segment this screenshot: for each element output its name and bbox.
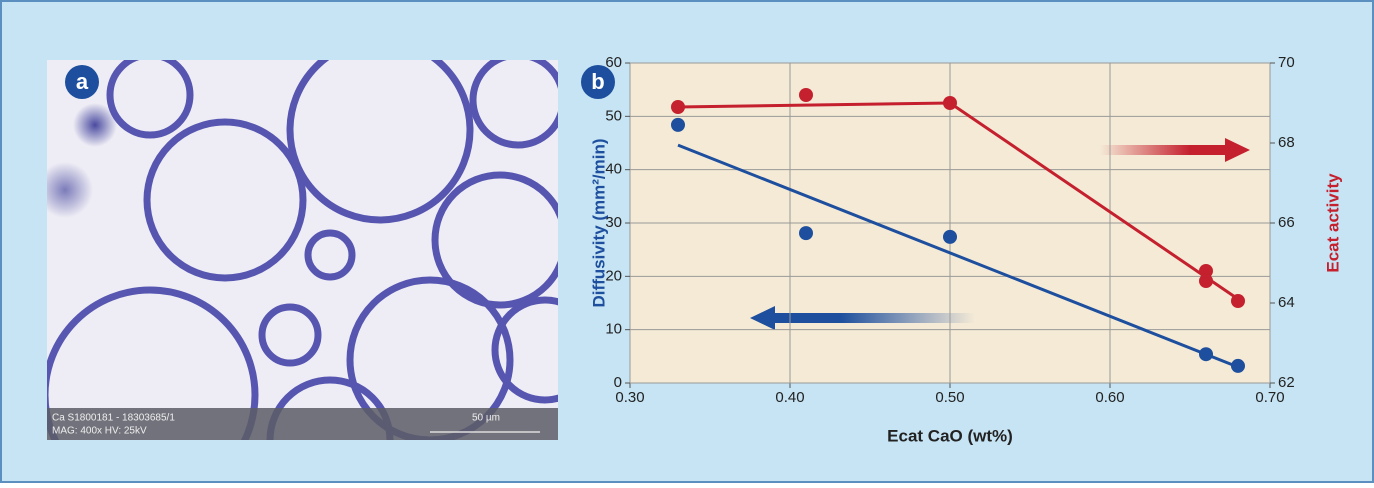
point: [671, 100, 685, 114]
y2-axis-label: Ecat activity: [1323, 173, 1342, 273]
point: [1199, 274, 1213, 288]
y-tick-label: 60: [605, 54, 622, 71]
y-tick-label: 50: [605, 107, 622, 124]
point: [943, 96, 957, 110]
x-axis-label: Ecat CaO (wt%): [887, 426, 1013, 445]
point: [1199, 347, 1213, 361]
caption-line: Ca S1800181 - 18303685/1: [52, 413, 175, 424]
point: [799, 88, 813, 102]
caption-line: MAG: 400x HV: 25kV: [52, 426, 147, 437]
x-tick-label: 0.50: [935, 389, 964, 406]
point: [799, 226, 813, 240]
page: Ca S1800181 - 18303685/1 MAG: 400x HV: 2…: [0, 0, 1374, 488]
figure: Ca S1800181 - 18303685/1 MAG: 400x HV: 2…: [0, 0, 1374, 483]
x-tick-label: 0.40: [775, 389, 804, 406]
y2-tick-label: 64: [1278, 294, 1295, 311]
x-tick-label: 0.60: [1095, 389, 1124, 406]
y-tick-label: 10: [605, 321, 622, 338]
badge-label: b: [591, 69, 604, 94]
y-tick-label: 30: [605, 214, 622, 231]
point: [671, 118, 685, 132]
y-tick-label: 20: [605, 267, 622, 284]
scale-bar-label: 50 µm: [472, 413, 500, 424]
y-tick-label: 40: [605, 161, 622, 178]
y-tick-label: 0: [614, 374, 622, 391]
point: [1231, 294, 1245, 308]
y2-tick-label: 68: [1278, 134, 1295, 151]
x-tick-label: 0.70: [1255, 389, 1284, 406]
point: [943, 230, 957, 244]
x-tick-label: 0.30: [615, 389, 644, 406]
y2-tick-label: 62: [1278, 374, 1295, 391]
y2-tick-label: 66: [1278, 214, 1295, 231]
point: [1231, 359, 1245, 373]
badge-label: a: [76, 69, 89, 94]
y2-tick-label: 70: [1278, 54, 1295, 71]
